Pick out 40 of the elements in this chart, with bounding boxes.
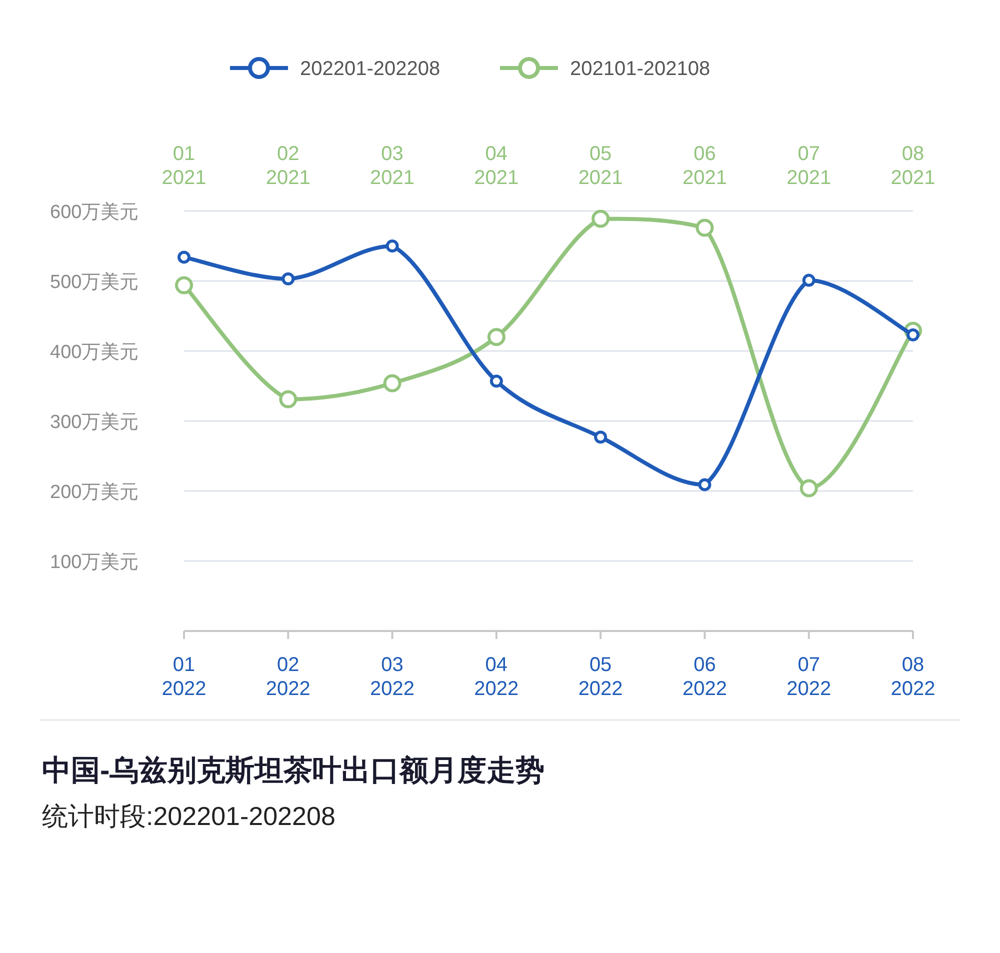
legend-label: 202101-202108 xyxy=(570,58,710,80)
point xyxy=(383,374,402,392)
x-tick-label: 03 2022 xyxy=(370,654,415,700)
y-tick-label: 100万美元 xyxy=(50,551,139,573)
text: 01 2021 xyxy=(162,143,206,189)
text: 08 2021 xyxy=(890,143,936,189)
point xyxy=(279,390,298,408)
point xyxy=(800,479,818,498)
point xyxy=(487,328,506,346)
x-tick-label: 01 2022 xyxy=(162,654,206,700)
text: 05 2021 xyxy=(578,143,623,189)
x-tick-label: 06 2022 xyxy=(682,654,727,700)
point xyxy=(594,430,608,444)
text: 06 2021 xyxy=(682,143,727,189)
point xyxy=(178,250,190,264)
point xyxy=(282,272,295,286)
point xyxy=(592,210,610,228)
x-tick-label: 05 2022 xyxy=(578,654,623,700)
y-tick-label: 600万美元 xyxy=(50,201,139,223)
point xyxy=(802,274,816,287)
point xyxy=(175,276,193,294)
text: 中国-乌兹别克斯坦茶叶出口额月度走势 xyxy=(42,754,545,787)
point xyxy=(698,478,712,492)
x-tick-label: 04 2022 xyxy=(474,654,519,700)
legend-label: 202201-202208 xyxy=(300,58,440,80)
y-tick-label: 200万美元 xyxy=(50,481,139,503)
x-tick-label: 08 2022 xyxy=(890,654,936,700)
text: 03 2021 xyxy=(370,143,415,189)
y-tick-label: 500万美元 xyxy=(50,271,139,293)
text: 07 2021 xyxy=(786,143,832,189)
y-tick-label: 400万美元 xyxy=(50,341,139,363)
point xyxy=(386,240,399,252)
x-tick-label: 07 2022 xyxy=(786,654,832,700)
text: 02 2021 xyxy=(266,143,310,189)
y-tick-label: 300万美元 xyxy=(50,411,139,433)
point xyxy=(696,218,714,237)
text: 04 2021 xyxy=(474,143,519,189)
text: 统计时段:202201-202208 xyxy=(42,801,336,831)
point xyxy=(490,374,503,388)
x-tick-label: 02 2022 xyxy=(266,654,310,700)
